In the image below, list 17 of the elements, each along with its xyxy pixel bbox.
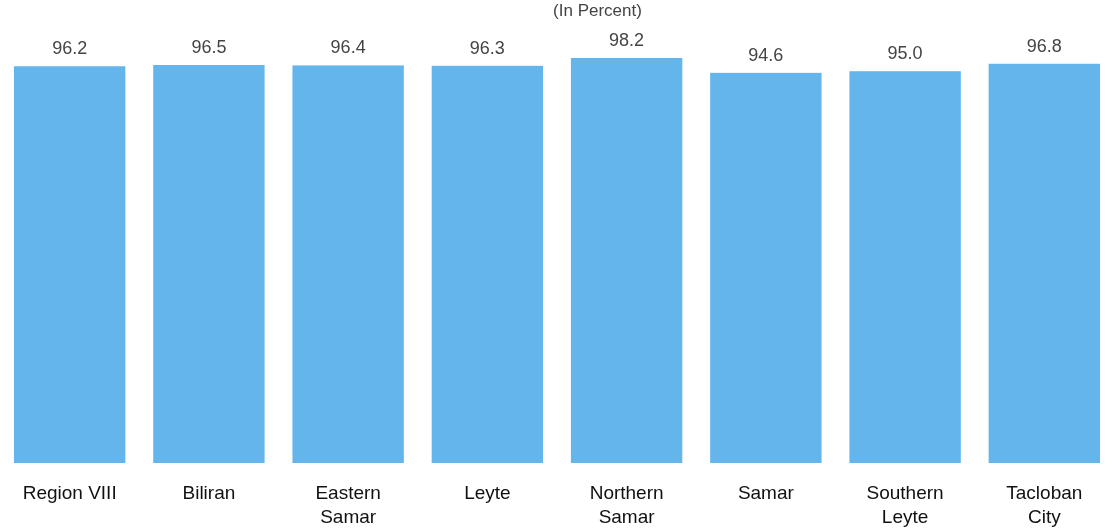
- x-tick-label: Southern Leyte: [866, 482, 944, 527]
- data-label: 96.4: [330, 37, 366, 58]
- data-label: 96.3: [469, 37, 505, 58]
- x-tick-label: Biliran: [182, 482, 236, 503]
- x-tick-label: Northern Samar: [589, 482, 664, 527]
- data-label: 98.2: [609, 30, 645, 50]
- x-tick-label: Eastern Samar: [315, 482, 381, 527]
- data-label: 95.0: [887, 43, 923, 64]
- data-label: 96.5: [191, 37, 227, 58]
- data-label: 96.2: [52, 38, 88, 59]
- x-tick-label: Leyte: [464, 482, 511, 503]
- x-tick-label: Tacloban City: [1006, 482, 1083, 527]
- data-label: 96.8: [1026, 35, 1062, 56]
- x-tick-label: Region VIII: [22, 482, 117, 503]
- chart-title: (In Percent): [553, 1, 642, 20]
- x-tick-label: Samar: [737, 482, 795, 503]
- data-label: 94.6: [748, 44, 784, 65]
